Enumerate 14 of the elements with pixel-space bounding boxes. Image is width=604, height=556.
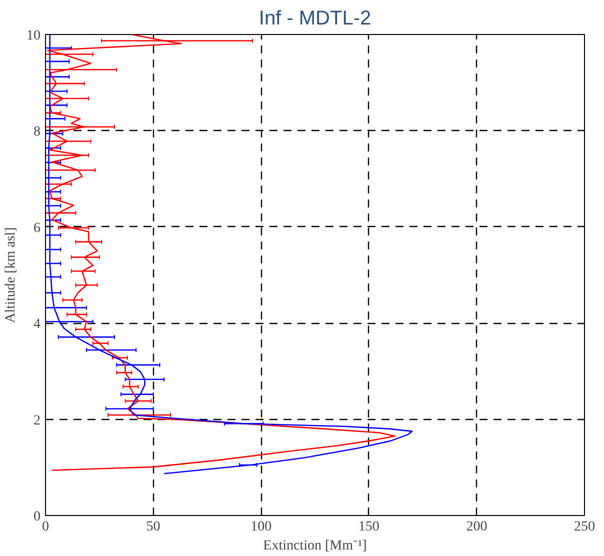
x-axis-title: Extinction [Mm⁻¹] [263, 538, 367, 554]
x-tick-label: 200 [466, 520, 488, 534]
y-tick-label: 4 [34, 317, 40, 332]
y-tick-label: 6 [34, 220, 40, 236]
chart-title: Inf - MDTL-2 [258, 8, 372, 30]
y-tick-label: 0 [34, 510, 40, 524]
y-tick-label: 10 [26, 28, 40, 44]
y-axis-title: Altitude [km asl] [4, 227, 18, 323]
y-tick-label: 2 [34, 413, 40, 428]
x-tick-label: 250 [574, 520, 595, 534]
x-tick-label: 150 [358, 520, 380, 534]
y-tick-label: 8 [34, 124, 40, 140]
x-tick-label: 100 [250, 520, 272, 534]
x-tick-label: 50 [146, 520, 160, 534]
